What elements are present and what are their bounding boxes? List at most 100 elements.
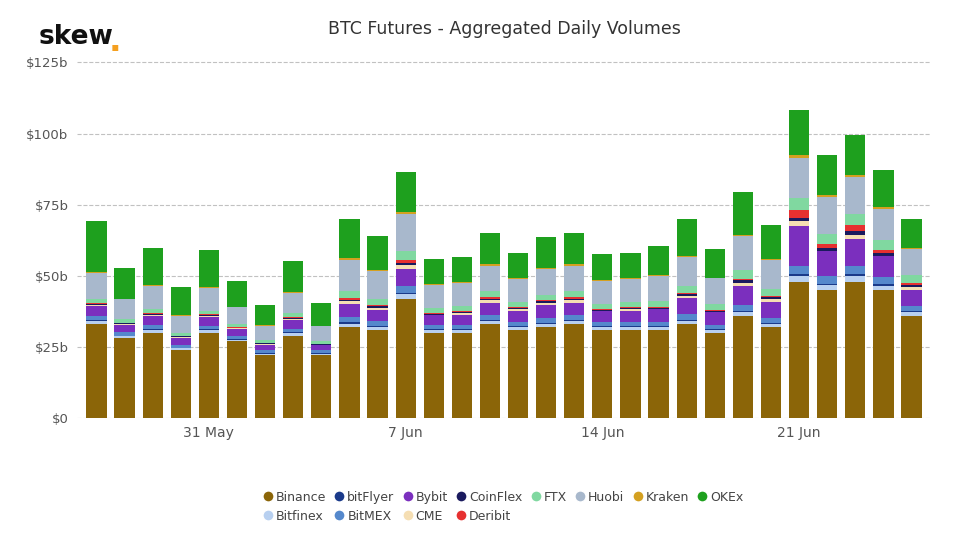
Bar: [508, 309, 528, 311]
Bar: [199, 288, 219, 310]
Bar: [564, 322, 585, 324]
Bar: [761, 259, 781, 260]
Bar: [620, 311, 640, 322]
Bar: [705, 325, 725, 329]
Bar: [423, 315, 444, 325]
Bar: [677, 296, 697, 299]
Bar: [86, 324, 107, 418]
Bar: [874, 290, 894, 418]
Bar: [761, 289, 781, 296]
Bar: [396, 299, 416, 418]
Bar: [171, 315, 191, 316]
Bar: [339, 291, 360, 299]
Bar: [199, 317, 219, 326]
Bar: [620, 279, 640, 302]
Bar: [508, 278, 528, 279]
Bar: [452, 283, 472, 306]
Bar: [368, 305, 388, 306]
Bar: [199, 330, 219, 333]
Bar: [227, 336, 247, 339]
Bar: [114, 267, 134, 299]
Bar: [536, 324, 556, 327]
Bar: [86, 306, 107, 316]
Bar: [86, 305, 107, 306]
Bar: [396, 286, 416, 293]
Bar: [114, 324, 134, 325]
Bar: [901, 285, 922, 287]
Bar: [368, 308, 388, 310]
Bar: [901, 306, 922, 311]
Bar: [648, 327, 669, 330]
Bar: [283, 319, 303, 320]
Bar: [536, 323, 556, 324]
Bar: [648, 309, 669, 322]
Bar: [255, 343, 276, 344]
Bar: [789, 158, 809, 198]
Bar: [620, 307, 640, 308]
Bar: [564, 291, 585, 297]
Bar: [761, 225, 781, 259]
Bar: [480, 300, 500, 303]
Bar: [677, 319, 697, 321]
Bar: [452, 329, 472, 330]
Bar: [311, 344, 331, 345]
Bar: [368, 271, 388, 300]
Bar: [368, 330, 388, 418]
Bar: [592, 280, 612, 281]
Bar: [817, 251, 837, 277]
Bar: [114, 299, 134, 300]
Bar: [817, 285, 837, 290]
Bar: [143, 329, 163, 330]
Bar: [171, 347, 191, 348]
Bar: [339, 317, 360, 323]
Bar: [592, 327, 612, 330]
Bar: [368, 327, 388, 330]
Bar: [396, 293, 416, 294]
Bar: [677, 257, 697, 286]
Bar: [845, 135, 865, 175]
Bar: [845, 231, 865, 235]
Bar: [564, 233, 585, 264]
Bar: [311, 303, 331, 326]
Bar: [86, 322, 107, 324]
Bar: [423, 259, 444, 285]
Bar: [761, 327, 781, 418]
Bar: [620, 330, 640, 418]
Bar: [732, 316, 753, 418]
Bar: [508, 279, 528, 302]
Title: BTC Futures - Aggregated Daily Volumes: BTC Futures - Aggregated Daily Volumes: [327, 20, 681, 39]
Bar: [648, 322, 669, 326]
Bar: [592, 310, 612, 311]
Bar: [677, 219, 697, 256]
Bar: [199, 315, 219, 316]
Bar: [199, 287, 219, 288]
Bar: [199, 329, 219, 330]
Bar: [396, 269, 416, 286]
Bar: [564, 315, 585, 321]
Bar: [817, 234, 837, 244]
Bar: [283, 318, 303, 319]
Bar: [171, 348, 191, 350]
Bar: [536, 269, 556, 295]
Bar: [423, 314, 444, 315]
Bar: [677, 324, 697, 418]
Bar: [199, 316, 219, 317]
Bar: [423, 308, 444, 313]
Bar: [845, 239, 865, 266]
Bar: [508, 322, 528, 326]
Bar: [648, 276, 669, 301]
Bar: [423, 330, 444, 333]
Bar: [536, 295, 556, 300]
Bar: [227, 341, 247, 418]
Bar: [339, 324, 360, 327]
Text: skew: skew: [38, 24, 113, 50]
Bar: [761, 302, 781, 318]
Bar: [480, 324, 500, 418]
Bar: [452, 282, 472, 283]
Bar: [227, 281, 247, 307]
Bar: [114, 319, 134, 323]
Bar: [620, 302, 640, 307]
Bar: [311, 326, 331, 341]
Bar: [86, 272, 107, 273]
Bar: [901, 287, 922, 290]
